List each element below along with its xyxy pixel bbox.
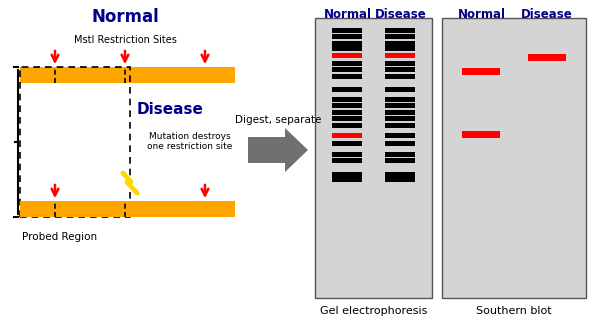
Bar — [332, 158, 362, 163]
Bar — [385, 53, 415, 58]
Bar — [332, 172, 362, 177]
Text: Normal: Normal — [324, 8, 372, 21]
Bar — [20, 67, 130, 217]
Bar — [385, 158, 415, 163]
Bar — [385, 103, 415, 108]
Bar — [332, 177, 362, 182]
Bar — [332, 28, 362, 33]
Bar — [332, 152, 362, 157]
Bar — [385, 141, 415, 146]
Bar — [528, 54, 566, 61]
Bar — [385, 110, 415, 115]
Bar — [385, 152, 415, 157]
Bar — [462, 68, 500, 75]
Bar — [332, 110, 362, 115]
Bar — [20, 67, 235, 83]
Text: Mutation destroys
one restriction site: Mutation destroys one restriction site — [148, 132, 232, 151]
Bar — [332, 123, 362, 128]
Text: Southern blot: Southern blot — [476, 306, 552, 316]
Bar — [442, 18, 586, 298]
Bar — [332, 141, 362, 146]
Bar — [332, 87, 362, 92]
Bar — [332, 41, 362, 46]
Bar — [332, 34, 362, 39]
Bar — [332, 46, 362, 51]
Bar — [332, 53, 362, 58]
Bar — [332, 61, 362, 66]
Text: Gel electrophoresis: Gel electrophoresis — [320, 306, 427, 316]
Text: MstI Restriction Sites: MstI Restriction Sites — [74, 35, 176, 45]
Bar — [462, 131, 500, 138]
Bar — [315, 18, 432, 298]
Bar — [385, 116, 415, 121]
Text: Digest, separate: Digest, separate — [235, 115, 321, 125]
Text: Normal: Normal — [458, 8, 506, 21]
Text: Disease: Disease — [375, 8, 427, 21]
Bar — [385, 61, 415, 66]
Bar — [385, 34, 415, 39]
Bar — [385, 46, 415, 51]
Bar — [332, 74, 362, 79]
Text: Probed Region: Probed Region — [22, 232, 97, 242]
Bar — [385, 74, 415, 79]
Bar — [385, 133, 415, 138]
Bar — [385, 41, 415, 46]
Bar — [332, 133, 362, 138]
Bar — [385, 28, 415, 33]
Bar — [332, 97, 362, 102]
Bar — [332, 103, 362, 108]
Bar — [20, 201, 235, 217]
Text: Disease: Disease — [136, 102, 204, 117]
Bar — [385, 123, 415, 128]
Bar — [332, 67, 362, 72]
Text: Normal: Normal — [91, 8, 159, 26]
Bar — [332, 116, 362, 121]
Bar — [385, 87, 415, 92]
Bar — [385, 97, 415, 102]
Text: Disease: Disease — [521, 8, 573, 21]
Bar — [385, 177, 415, 182]
Bar — [385, 67, 415, 72]
Bar — [385, 172, 415, 177]
Polygon shape — [248, 128, 308, 172]
